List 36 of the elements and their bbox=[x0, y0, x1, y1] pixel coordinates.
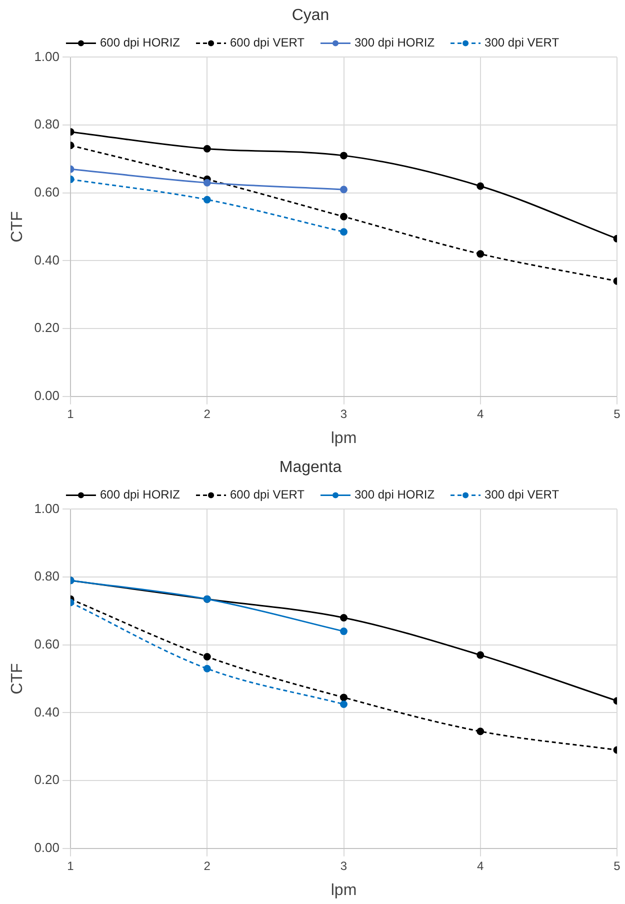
x-tick-label: 1 bbox=[67, 406, 74, 421]
legend-label: 300 dpi VERT bbox=[484, 488, 560, 502]
y-tick-label: 0.60 bbox=[34, 636, 60, 652]
legend-label: 600 dpi VERT bbox=[230, 488, 306, 502]
y-tick-label: 1.00 bbox=[34, 48, 60, 64]
chart-title: Cyan bbox=[292, 7, 330, 24]
y-tick-label: 0.00 bbox=[34, 388, 60, 403]
x-tick-label: 5 bbox=[614, 406, 621, 421]
x-axis-title: lpm bbox=[330, 430, 357, 447]
chart-title: Magenta bbox=[279, 459, 342, 476]
x-axis-title: lpm bbox=[330, 882, 357, 899]
y-tick-label: 0.40 bbox=[34, 252, 60, 268]
legend-label: 600 dpi HORIZ bbox=[100, 36, 180, 50]
x-tick-label: 2 bbox=[204, 406, 211, 421]
y-tick-label: 0.00 bbox=[34, 840, 60, 855]
legend-label: 300 dpi HORIZ bbox=[354, 36, 435, 50]
y-tick-label: 0.20 bbox=[34, 772, 60, 788]
legend-label: 600 dpi HORIZ bbox=[100, 488, 180, 502]
y-axis-title: CTF bbox=[9, 211, 26, 242]
x-tick-label: 3 bbox=[340, 858, 348, 873]
legend-label: 300 dpi VERT bbox=[484, 36, 560, 50]
y-tick-label: 0.20 bbox=[34, 320, 60, 336]
y-tick-label: 0.80 bbox=[34, 116, 60, 132]
y-tick-label: 1.00 bbox=[34, 500, 60, 516]
x-tick-label: 4 bbox=[477, 406, 484, 421]
y-tick-label: 0.40 bbox=[34, 704, 60, 720]
y-axis-title: CTF bbox=[9, 663, 26, 694]
x-tick-label: 1 bbox=[67, 858, 74, 873]
x-tick-label: 4 bbox=[477, 858, 484, 873]
x-tick-label: 3 bbox=[340, 406, 348, 421]
y-tick-label: 0.80 bbox=[34, 568, 60, 584]
legend-label: 600 dpi VERT bbox=[230, 36, 306, 50]
x-tick-label: 5 bbox=[614, 858, 621, 873]
y-tick-label: 0.60 bbox=[34, 184, 60, 200]
x-tick-label: 2 bbox=[204, 858, 211, 873]
legend-label: 300 dpi HORIZ bbox=[354, 488, 435, 502]
